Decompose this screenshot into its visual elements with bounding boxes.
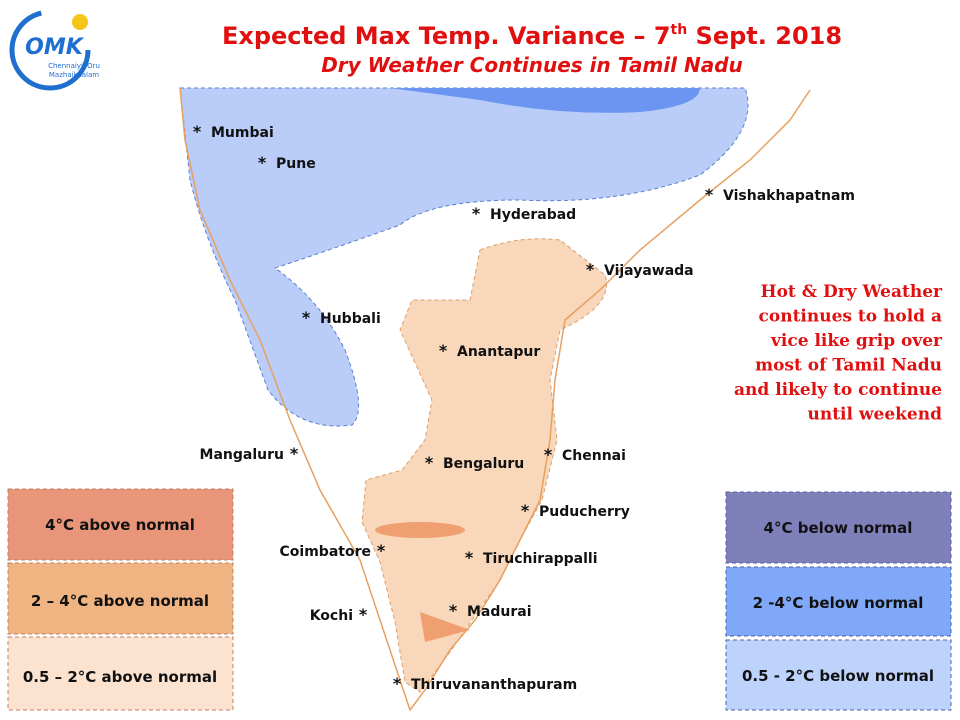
logo-mark: OMK [25, 35, 85, 60]
title-sup: th [671, 22, 688, 38]
city-marker: * [439, 341, 448, 360]
city-marker: * [472, 204, 481, 223]
subtitle: Dry Weather Continues in Tamil Nadu [321, 53, 743, 77]
city-marker: * [193, 122, 202, 141]
note-line: Hot & Dry Weather [761, 282, 943, 302]
city-marker: * [377, 541, 386, 560]
city-label: Hyderabad [490, 207, 576, 223]
city-label: Hubbali [320, 311, 381, 327]
title: Expected Max Temp. Variance – 7th Sept. … [222, 22, 842, 50]
city-label: Tiruchirappalli [483, 551, 598, 567]
legend-box [7, 562, 234, 635]
city-marker: * [425, 453, 434, 472]
city-marker: * [586, 260, 595, 279]
note-line: continues to hold a [759, 307, 942, 327]
labels: * Mumbai * Pune * Hyderabad * Vishakhapatnam * Vi… [23, 122, 943, 693]
legend-label: 0.5 - 2°C below normal [742, 667, 934, 685]
city-label: Mumbai [211, 125, 274, 141]
legend-label: 4°C above normal [45, 516, 195, 534]
city-marker: * [449, 601, 458, 620]
city-label: Anantapur [457, 344, 540, 360]
note-line: until weekend [807, 405, 942, 425]
city-marker: * [290, 444, 299, 463]
city-marker: * [302, 308, 311, 327]
city-label: Coimbatore [280, 544, 371, 560]
city-label: Kochi [310, 608, 353, 624]
legend-box [7, 636, 234, 711]
legend-box [725, 566, 952, 637]
note-line: most of Tamil Nadu [755, 356, 942, 376]
city-label: Mangaluru [200, 447, 284, 463]
legend-box [725, 491, 952, 564]
hotspot [420, 612, 470, 642]
city-marker: * [544, 445, 553, 464]
region-below-normal [179, 87, 749, 427]
title-text: Expected Max Temp. Variance – 7 [222, 22, 671, 50]
city-marker: * [359, 605, 368, 624]
logo-text: Chennaiyil Oru [48, 62, 100, 70]
city-marker: * [258, 153, 267, 172]
city-marker: * [465, 548, 474, 567]
region-above-normal [361, 238, 607, 693]
city-marker: * [521, 501, 530, 520]
city-label: Madurai [467, 604, 532, 620]
logo-sun [72, 14, 88, 30]
city-label: Thiruvananthapuram [411, 677, 577, 693]
legend-label: 2 -4°C below normal [753, 594, 924, 612]
legend-label: 2 – 4°C above normal [31, 592, 209, 610]
logo-text: Mazhaikaalam [49, 71, 99, 79]
city-label: Bengaluru [443, 456, 524, 472]
legend-label: 0.5 – 2°C above normal [23, 668, 217, 686]
city-label: Puducherry [539, 504, 630, 520]
city-marker: * [393, 674, 402, 693]
note-line: and likely to continue [734, 380, 942, 400]
legend-label: 4°C below normal [764, 519, 913, 537]
region-below-normal-strong [390, 88, 700, 113]
city-label: Pune [276, 156, 316, 172]
city-label: Vijayawada [604, 263, 694, 279]
note-line: vice like grip over [770, 331, 943, 351]
city-label: Chennai [562, 448, 626, 464]
city-marker: * [705, 185, 714, 204]
legend-box [7, 488, 234, 561]
legend-box [725, 639, 952, 711]
city-label: Vishakhapatnam [723, 188, 855, 204]
hotspot [375, 522, 465, 538]
title-text: Sept. 2018 [687, 22, 842, 50]
logo-ring [9, 9, 91, 91]
coastline [179, 87, 811, 712]
